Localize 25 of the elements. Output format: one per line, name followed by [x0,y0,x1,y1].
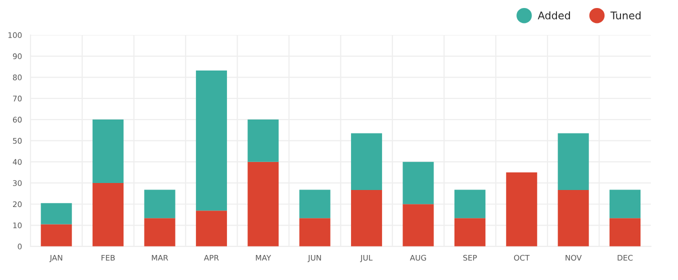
bar [40,203,72,224]
bar [610,190,641,218]
bar [248,162,279,246]
bar [299,190,330,218]
bar [196,70,227,211]
bar [610,218,641,246]
bar [351,133,382,190]
bar [454,190,486,218]
bar [248,120,279,162]
bar [92,120,124,183]
legend-label: Tuned [610,11,641,20]
bar [506,172,538,246]
bar [454,218,486,246]
bar [351,190,382,246]
bar [40,224,72,246]
legend-label: Added [538,11,570,20]
bar [402,204,434,246]
bar [92,182,124,246]
bar [558,133,589,190]
bar [144,190,176,218]
bar [558,190,589,246]
bar [196,210,227,246]
bar [299,218,330,246]
bar [144,218,176,246]
bar [402,162,434,204]
